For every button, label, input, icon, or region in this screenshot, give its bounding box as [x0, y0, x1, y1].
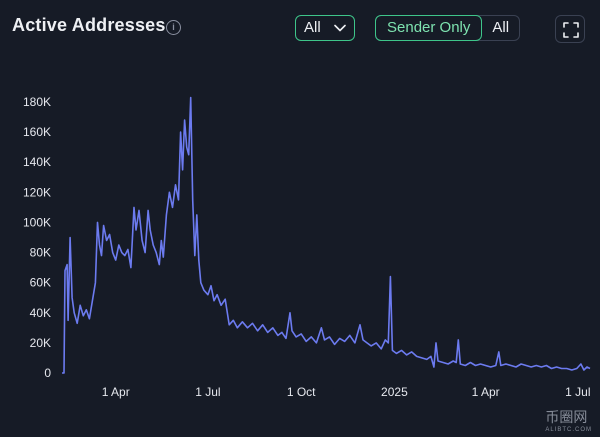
expand-icon	[563, 22, 579, 38]
y-tick-label: 160K	[23, 125, 51, 139]
sender-toggle-group: Sender Only All	[375, 15, 521, 41]
x-tick-label: 1 Apr	[472, 385, 500, 399]
chart-title: Active Addresses	[12, 15, 166, 35]
y-tick-label: 60K	[30, 276, 51, 290]
expand-button[interactable]	[555, 15, 585, 43]
x-tick-label: 1 Jul	[195, 385, 220, 399]
toggle-all[interactable]: All	[492, 19, 510, 36]
filter-dropdown[interactable]: All	[295, 15, 355, 41]
filter-dropdown-label: All	[304, 19, 321, 36]
y-tick-label: 0	[44, 366, 51, 380]
watermark: 币圈网 ALIBTC.COM	[545, 407, 592, 433]
x-tick-label: 1 Apr	[102, 385, 130, 399]
watermark-sub: ALIBTC.COM	[545, 427, 592, 433]
y-tick-label: 20K	[30, 336, 51, 350]
watermark-text: 币圈网	[545, 409, 588, 425]
plot-area	[62, 96, 591, 374]
y-tick-label: 180K	[23, 95, 51, 109]
y-axis: 0 20K 40K 60K 80K 100K 120K 140K 160K 180K	[23, 95, 51, 380]
x-axis: 1 Apr 1 Jul 1 Oct 2025 1 Apr 1 Jul	[102, 385, 591, 399]
series-line[interactable]	[62, 96, 591, 374]
y-tick-label: 40K	[30, 306, 51, 320]
x-tick-label: 1 Oct	[287, 385, 316, 399]
toggle-sender-only[interactable]: Sender Only	[375, 15, 483, 41]
x-tick-label: 1 Jul	[565, 385, 590, 399]
x-tick-label: 2025	[381, 385, 408, 399]
info-icon[interactable]: i	[166, 20, 181, 35]
chevron-down-icon	[334, 24, 346, 32]
y-tick-label: 80K	[30, 246, 51, 260]
y-tick-label: 100K	[23, 215, 51, 229]
y-tick-label: 120K	[23, 185, 51, 199]
y-tick-label: 140K	[23, 155, 51, 169]
